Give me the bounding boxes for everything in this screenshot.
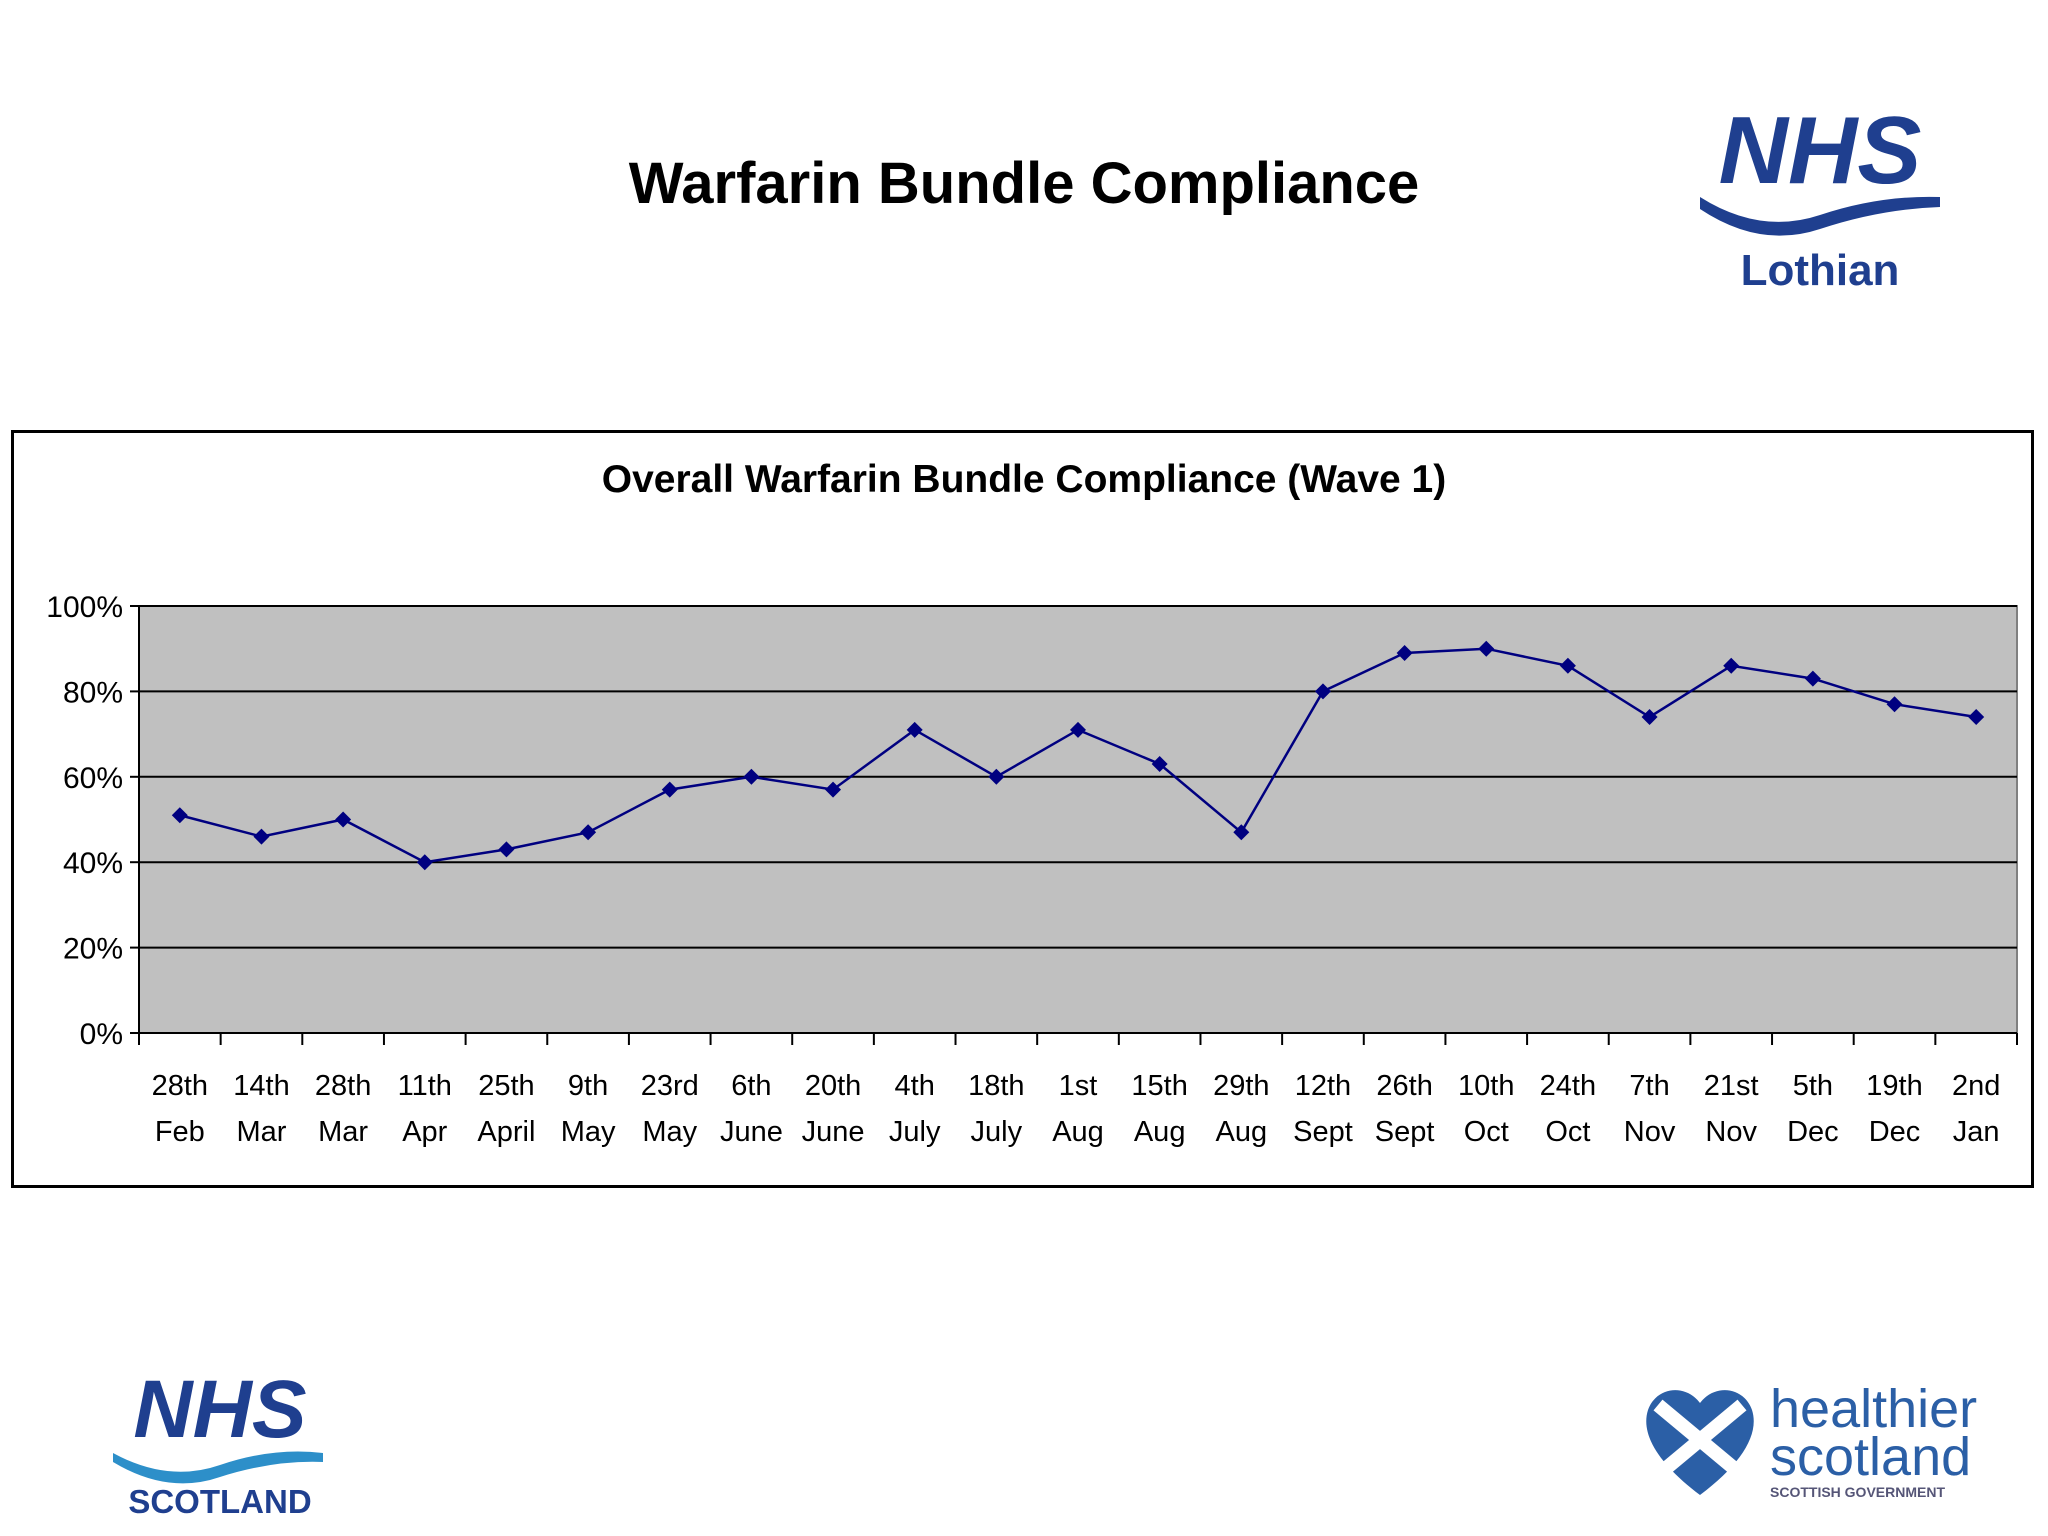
healthier-text: healthier: [1770, 1379, 1977, 1439]
plot-area: 0% 20% 40% 60% 80% 100% 28th Feb 14th Mar 28th Mar 1…: [46, 591, 2018, 1148]
data-point-marker: [661, 781, 678, 798]
x-tick-label-month: June: [802, 1116, 865, 1148]
x-tick-label-day: 6th: [731, 1070, 771, 1102]
chart-title: Overall Warfarin Bundle Compliance (Wave…: [602, 458, 1446, 501]
x-tick-label-day: 1st: [1059, 1070, 1098, 1102]
x-tick-label-month: Feb: [155, 1116, 205, 1148]
line-chart: Overall Warfarin Bundle Compliance (Wave…: [46, 458, 2018, 1148]
data-point-marker: [1151, 755, 1168, 772]
data-point-marker: [1886, 696, 1903, 713]
data-point-marker: [1641, 709, 1658, 726]
data-point-marker: [1559, 657, 1576, 674]
data-point-marker: [416, 854, 433, 871]
x-tick-label-month: Aug: [1134, 1116, 1186, 1148]
nhs-lothian-logo-wave: [1700, 196, 1940, 236]
x-tick-label-month: Oct: [1464, 1116, 1509, 1148]
x-tick-label-month: Nov: [1705, 1116, 1757, 1148]
data-point-marker: [1396, 644, 1413, 661]
saltire-heart-icon: [1646, 1390, 1754, 1495]
data-point-marker: [1070, 721, 1086, 738]
data-point-marker: [253, 828, 270, 845]
x-tick-label-day: 9th: [568, 1070, 608, 1102]
x-tick-label-day: 7th: [1629, 1070, 1669, 1102]
nhs-scotland-logo-scotland: SCOTLAND: [128, 1483, 311, 1520]
data-point-marker: [1233, 824, 1250, 841]
x-tick-label-day: 26th: [1376, 1070, 1432, 1102]
data-point-marker: [171, 807, 188, 824]
nhs-scotland-logo: NHS SCOTLAND: [113, 1365, 323, 1520]
x-tick-label-day: 11th: [398, 1070, 452, 1102]
x-tick-label-day: 5th: [1793, 1070, 1833, 1102]
data-point-marker: [906, 721, 923, 738]
y-tick-label: 60%: [63, 762, 123, 795]
nhs-lothian-logo-nhs: NHS: [1719, 105, 1922, 204]
plot-background: [138, 605, 2018, 1034]
x-tick-label-day: 12th: [1295, 1070, 1351, 1102]
x-tick-label-day: 2nd: [1952, 1070, 2000, 1102]
y-tick-label: 80%: [63, 676, 123, 709]
data-point-marker: [1804, 670, 1821, 687]
data-point-marker: [825, 781, 842, 798]
data-point-marker: [1968, 709, 1985, 726]
x-tick-label-day: 19th: [1866, 1070, 1922, 1102]
scotland-text: scotland: [1770, 1427, 1971, 1487]
x-tick-label-month: Dec: [1869, 1116, 1921, 1148]
data-point-marker: [498, 841, 515, 858]
data-point-marker: [988, 768, 1005, 785]
y-tick-label: 20%: [63, 933, 123, 966]
x-tick-label-month: Dec: [1787, 1116, 1839, 1148]
x-tick-label-day: 20th: [805, 1070, 861, 1102]
chart-frame: Overall Warfarin Bundle Compliance (Wave…: [11, 430, 2034, 1188]
x-tick-label-month: April: [477, 1116, 535, 1148]
x-tick-label-month: Aug: [1052, 1116, 1104, 1148]
x-tick-label-day: 28th: [152, 1070, 208, 1102]
x-tick-label-month: Mar: [237, 1116, 287, 1148]
data-point-marker: [1478, 640, 1495, 657]
y-tick-label: 100%: [46, 591, 123, 624]
x-tick-label-month: May: [642, 1116, 697, 1148]
x-tick-label-day: 24th: [1540, 1070, 1596, 1102]
data-point-marker: [580, 824, 597, 841]
nhs-scotland-logo-wave: [113, 1451, 323, 1484]
data-point-marker: [335, 811, 352, 828]
nhs-scotland-logo-nhs: NHS: [133, 1365, 306, 1455]
x-tick-label-month: Nov: [1624, 1116, 1676, 1148]
x-tick-label-month: Jan: [1953, 1116, 2000, 1148]
x-tick-label-day: 25th: [478, 1070, 534, 1102]
x-tick-label-month: Oct: [1545, 1116, 1590, 1148]
x-tick-label-month: Aug: [1215, 1116, 1267, 1148]
x-tick-label-month: Mar: [318, 1116, 368, 1148]
x-tick-label-day: 28th: [315, 1070, 371, 1102]
x-tick-label-day: 29th: [1213, 1070, 1269, 1102]
nhs-lothian-logo: NHS Lothian: [1700, 105, 1940, 295]
x-tick-label-month: July: [971, 1116, 1023, 1148]
x-tick-label-day: 4th: [895, 1070, 935, 1102]
x-tick-label-day: 14th: [233, 1070, 289, 1102]
x-tick-label-month: Sept: [1293, 1116, 1353, 1148]
x-tick-label-day: 10th: [1458, 1070, 1514, 1102]
x-tick-label-day: 15th: [1131, 1070, 1187, 1102]
x-tick-label-month: Sept: [1375, 1116, 1435, 1148]
x-tick-label-month: May: [561, 1116, 616, 1148]
nhs-lothian-logo-lothian: Lothian: [1741, 246, 1900, 295]
x-tick-label-month: Apr: [402, 1116, 447, 1148]
y-tick-label: 40%: [63, 847, 123, 880]
x-tick-label-month: July: [889, 1116, 941, 1148]
x-tick-label-month: June: [720, 1116, 783, 1148]
x-tick-label-day: 23rd: [641, 1070, 699, 1102]
data-point-marker: [1723, 657, 1740, 674]
healthier-scotland-logo: healthier scotland SCOTTISH GOVERNMENT: [1646, 1379, 1977, 1500]
x-tick-label-day: 18th: [968, 1070, 1024, 1102]
x-tick-label-day: 21st: [1704, 1070, 1759, 1102]
data-point-marker: [743, 768, 760, 785]
slide-title: Warfarin Bundle Compliance: [628, 151, 1420, 216]
y-tick-label: 0%: [80, 1018, 123, 1051]
data-point-marker: [1314, 683, 1331, 700]
scottish-government-text: SCOTTISH GOVERNMENT: [1770, 1484, 1945, 1500]
